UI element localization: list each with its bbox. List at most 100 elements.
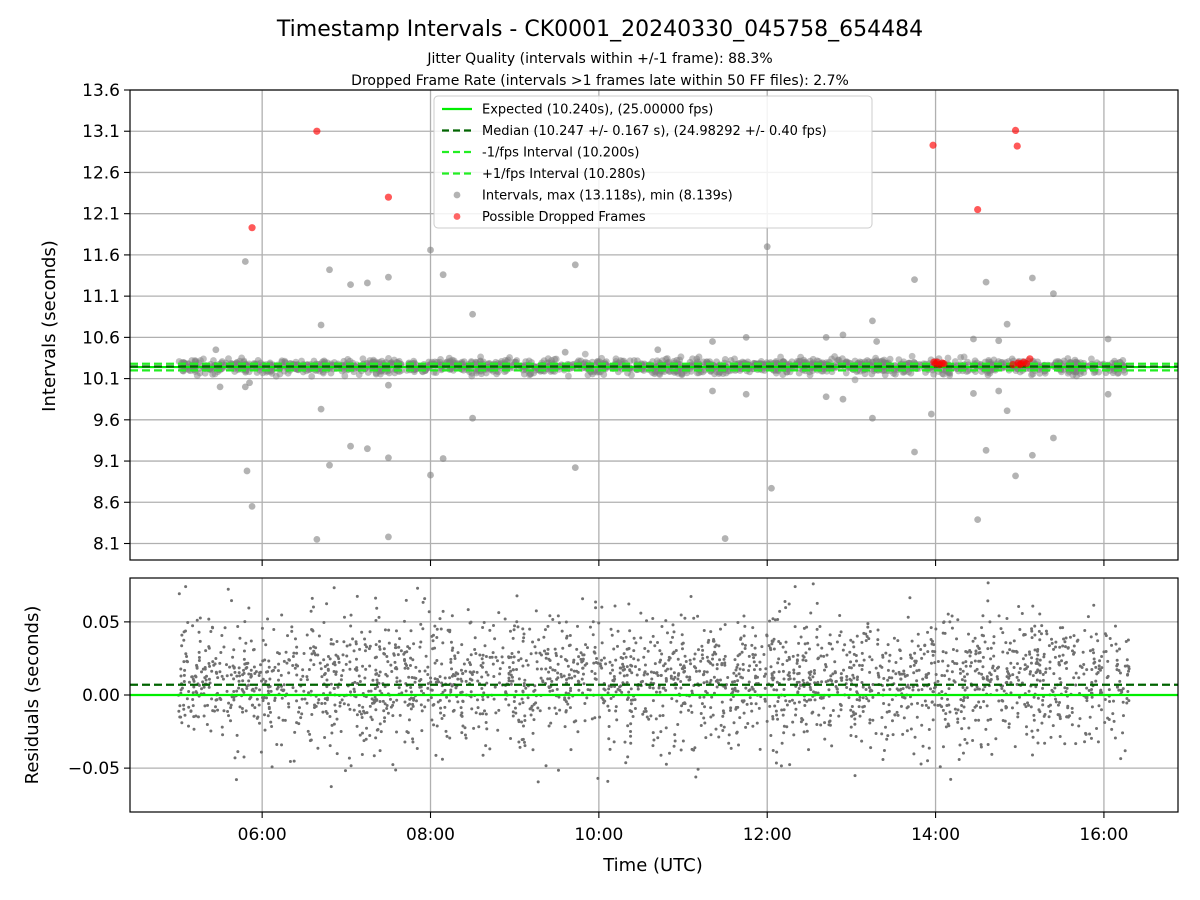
residual-point	[378, 700, 382, 704]
residual-point	[888, 687, 892, 691]
legend-entry-label: +1/fps Interval (10.280s)	[482, 167, 646, 182]
residual-point	[971, 639, 975, 643]
residual-point	[984, 727, 988, 731]
residual-point	[1095, 672, 1099, 676]
residual-point	[379, 730, 383, 734]
residual-point	[664, 678, 668, 682]
residual-point	[286, 634, 290, 638]
residual-point	[602, 656, 606, 660]
residual-point	[554, 651, 558, 655]
residual-point	[556, 662, 560, 666]
residual-point	[332, 686, 336, 690]
residual-point	[481, 625, 485, 629]
residual-point	[443, 705, 447, 709]
residual-point	[184, 652, 188, 656]
residual-point	[797, 686, 801, 690]
residual-point	[341, 653, 345, 657]
residual-point	[511, 679, 515, 683]
residual-point	[251, 648, 255, 652]
residual-point	[830, 744, 834, 748]
residual-point	[338, 701, 342, 705]
residual-point	[197, 659, 201, 663]
residual-point	[714, 727, 718, 731]
residual-point	[941, 659, 945, 663]
residual-point	[660, 652, 664, 656]
residual-point	[672, 744, 676, 748]
residual-point	[927, 706, 931, 710]
residual-point	[815, 601, 819, 605]
residual-point	[434, 753, 438, 757]
residual-point	[538, 709, 542, 713]
residual-point	[936, 679, 940, 683]
residual-point	[507, 676, 511, 680]
residual-point	[669, 676, 673, 680]
residual-point	[480, 657, 484, 661]
interval-outlier-point	[709, 387, 716, 395]
residual-point	[548, 666, 552, 670]
residual-point	[504, 690, 508, 694]
interval-outlier-point	[241, 383, 249, 391]
residual-point	[824, 665, 828, 669]
residual-point	[709, 715, 713, 719]
residuals-y-axis-label: Residuals (seconds)	[22, 606, 43, 785]
residual-point	[810, 711, 814, 715]
residual-point	[556, 676, 560, 680]
residual-point	[883, 725, 887, 729]
residual-point	[737, 672, 741, 676]
residual-point	[325, 678, 329, 682]
residual-point	[436, 700, 440, 704]
residual-point	[815, 627, 819, 631]
residual-point	[507, 671, 511, 675]
residual-point	[776, 717, 780, 721]
residual-point	[411, 658, 415, 662]
residual-point	[986, 599, 990, 603]
legend-entry-label: Intervals, max (13.118s), min (8.139s)	[482, 189, 733, 204]
residual-point	[850, 714, 854, 718]
residual-point	[302, 689, 306, 693]
residual-point	[664, 669, 668, 673]
residual-point	[795, 659, 799, 663]
residual-point	[881, 655, 885, 659]
residual-point	[1051, 690, 1055, 694]
residual-point	[390, 669, 394, 673]
intervals-y-tick-label: 9.1	[93, 452, 120, 472]
residual-point	[282, 683, 286, 687]
residual-point	[1075, 639, 1079, 643]
residual-point	[337, 660, 341, 664]
residual-point	[205, 674, 209, 678]
residual-point	[267, 702, 271, 706]
residual-point	[871, 718, 875, 722]
residual-point	[1119, 757, 1123, 761]
residual-point	[440, 716, 444, 720]
residual-point	[491, 623, 495, 627]
residual-point	[643, 670, 647, 674]
residual-point	[312, 663, 316, 667]
residual-point	[593, 645, 597, 649]
residual-point	[536, 780, 540, 784]
residual-point	[661, 704, 665, 708]
residual-point	[398, 713, 402, 717]
residual-point	[644, 709, 648, 713]
residual-point	[739, 675, 743, 679]
residual-point	[383, 716, 387, 720]
residual-point	[621, 681, 625, 685]
residual-point	[229, 706, 233, 710]
residual-point	[890, 698, 894, 702]
residual-point	[792, 671, 796, 675]
residual-point	[692, 665, 696, 669]
residual-point	[600, 696, 604, 700]
residual-point	[434, 680, 438, 684]
residual-point	[203, 704, 207, 708]
residual-point	[334, 709, 338, 713]
residual-point	[355, 724, 359, 728]
residual-point	[672, 671, 676, 675]
residual-point	[1053, 686, 1057, 690]
residual-point	[868, 655, 872, 659]
residual-point	[955, 649, 959, 653]
residual-point	[333, 660, 337, 664]
residual-point	[778, 642, 782, 646]
residual-point	[721, 729, 725, 733]
residual-point	[291, 686, 295, 690]
residual-point	[406, 666, 410, 670]
residual-point	[272, 628, 276, 632]
